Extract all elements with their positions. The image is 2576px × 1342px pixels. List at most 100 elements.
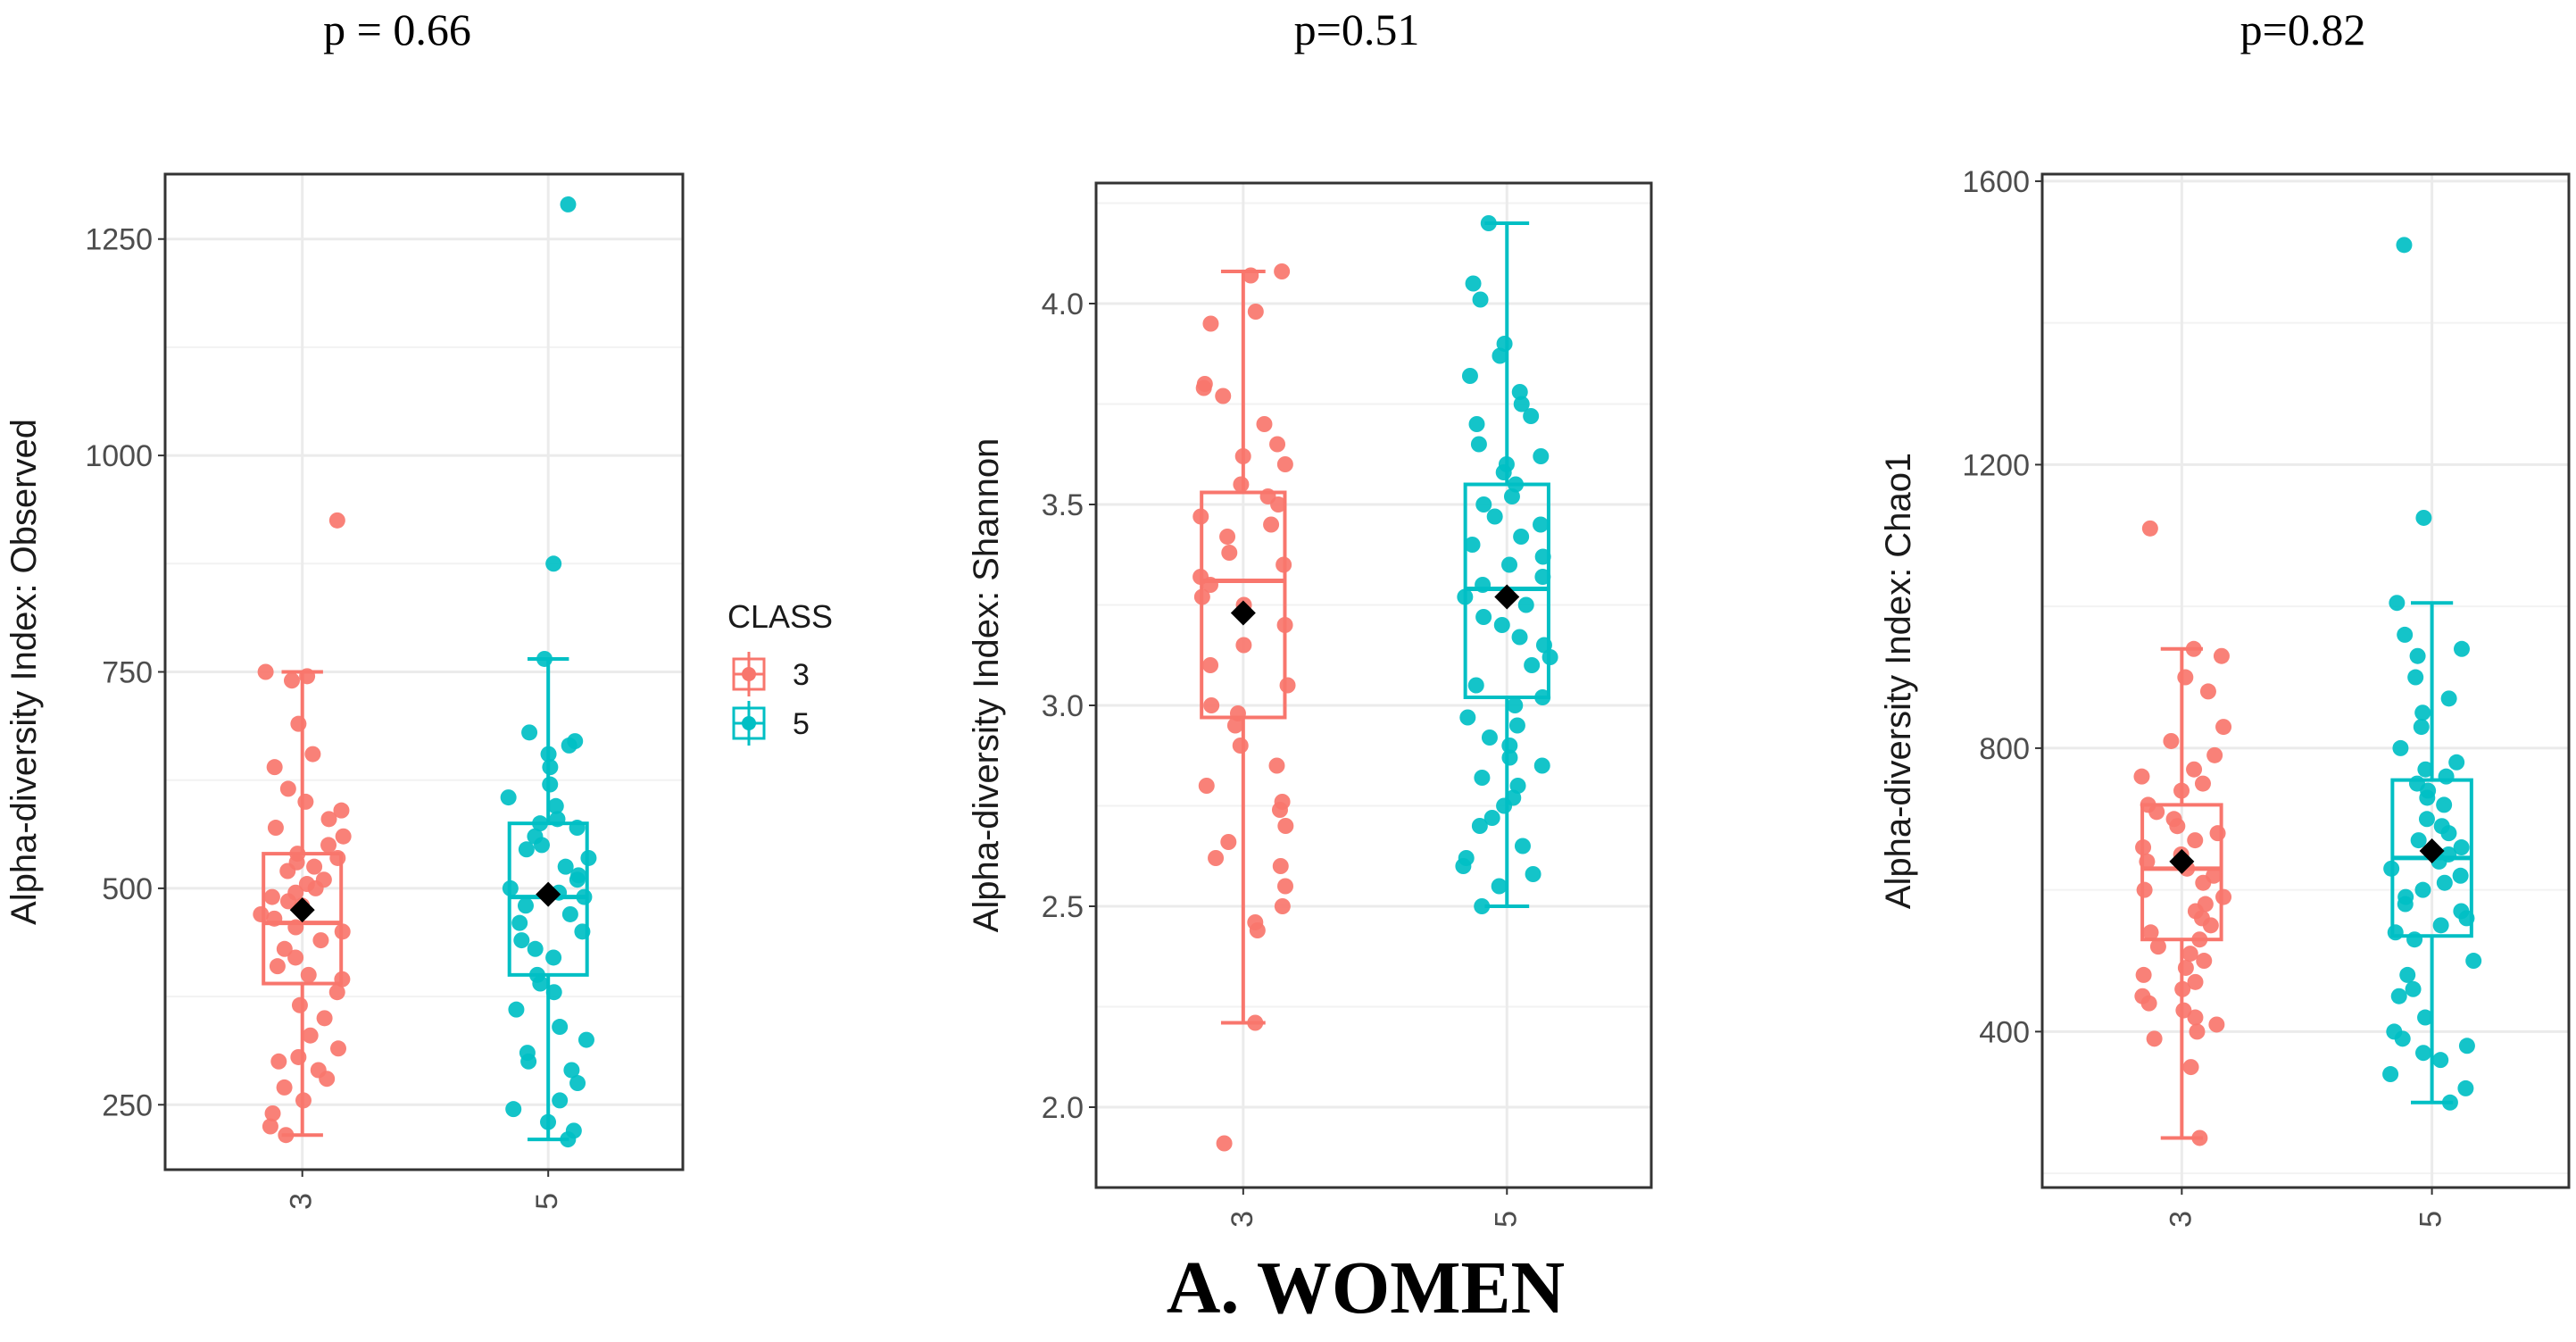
data-point (335, 828, 352, 845)
figure-caption: A. WOMEN (1167, 1246, 1565, 1329)
data-point (1202, 315, 1219, 332)
data-point (1534, 548, 1551, 565)
data-point (1274, 263, 1291, 279)
y-tick-label: 1600 (1962, 165, 2030, 199)
data-point (1464, 537, 1481, 553)
data-point (560, 1131, 577, 1148)
data-point (2142, 924, 2159, 941)
data-point (1202, 657, 1219, 673)
data-point (505, 1101, 522, 1118)
data-point (1475, 577, 1492, 593)
data-point (264, 1104, 281, 1121)
data-point (2465, 953, 2482, 970)
data-point (1465, 275, 1482, 292)
data-point (1277, 818, 1294, 834)
data-point (320, 811, 337, 828)
data-point (287, 949, 304, 966)
data-point (1468, 416, 1485, 432)
data-point (2187, 973, 2204, 990)
data-point (269, 958, 286, 975)
data-point (1513, 529, 1530, 545)
y-tick-label: 1200 (1962, 448, 2030, 482)
data-point (1461, 368, 1478, 384)
data-point (2191, 1129, 2208, 1146)
legend-key-5 (732, 701, 766, 746)
data-point (2453, 640, 2470, 657)
data-point (1235, 637, 1252, 654)
data-point (2410, 832, 2427, 849)
legend-label: 3 (793, 658, 810, 692)
data-point (2440, 690, 2457, 707)
data-point (2417, 1009, 2434, 1026)
data-point (2389, 595, 2406, 612)
data-point (2406, 931, 2423, 948)
data-point (2392, 739, 2409, 756)
data-point (2163, 732, 2180, 749)
data-point (1216, 1135, 1233, 1152)
data-point (532, 815, 549, 832)
data-point (2414, 881, 2431, 898)
data-point (329, 1040, 346, 1057)
data-point (2441, 1094, 2458, 1111)
data-point (333, 802, 350, 819)
data-point (1495, 464, 1512, 480)
chart-panel-3: p=0.82 400 800 1200 1600 3 5 Alpha-diversity In… (1879, 4, 2571, 1228)
data-point (1481, 729, 1498, 746)
data-point (266, 759, 283, 776)
data-point (334, 923, 351, 940)
data-point (334, 971, 351, 988)
data-point (2397, 896, 2414, 913)
data-point (1483, 810, 1500, 826)
data-point (1233, 476, 1250, 493)
data-point (1271, 802, 1288, 818)
data-point (2452, 867, 2469, 884)
data-point (1501, 749, 1518, 766)
data-point (557, 858, 574, 875)
data-point (1215, 388, 1232, 404)
data-point (569, 820, 586, 837)
data-point (2187, 1009, 2204, 1026)
data-point (1195, 379, 1212, 396)
data-point (1229, 705, 1246, 721)
data-point (508, 1001, 525, 1018)
data-point (2194, 775, 2211, 792)
mean-marker (1230, 600, 1256, 626)
data-point (263, 888, 280, 905)
data-point (267, 820, 284, 837)
data-point (1480, 215, 1497, 231)
data-point (561, 905, 578, 922)
data-point (2432, 1052, 2449, 1069)
x-tick-label: 3 (1226, 1211, 1259, 1228)
legend-key-3 (732, 652, 766, 696)
data-point (536, 650, 553, 667)
chart-title: p=0.51 (1294, 4, 1420, 54)
data-point (1523, 408, 1540, 424)
data-point (279, 893, 296, 910)
y-tick-label: 1250 (85, 223, 153, 257)
data-point (2174, 980, 2191, 997)
data-point (2457, 1079, 2474, 1096)
data-point (552, 1019, 569, 1036)
data-point (1269, 436, 1286, 453)
legend-title: CLASS (727, 598, 833, 635)
data-point (569, 871, 586, 888)
data-point (1208, 850, 1225, 866)
data-point (328, 984, 345, 1001)
y-tick-label: 3.0 (1042, 689, 1084, 723)
data-point (502, 879, 519, 896)
data-point (532, 975, 549, 992)
data-point (1492, 347, 1508, 364)
data-point (569, 1075, 586, 1092)
data-point (270, 1053, 287, 1070)
data-point (1496, 797, 1513, 814)
data-point (1268, 757, 1285, 774)
data-point (1277, 878, 1294, 895)
y-tick-label: 750 (102, 656, 153, 690)
data-point (304, 746, 321, 763)
data-point (2414, 704, 2431, 721)
data-point (1513, 396, 1530, 413)
data-point (1203, 697, 1220, 713)
data-point (1276, 617, 1293, 633)
data-point (2390, 988, 2407, 1004)
